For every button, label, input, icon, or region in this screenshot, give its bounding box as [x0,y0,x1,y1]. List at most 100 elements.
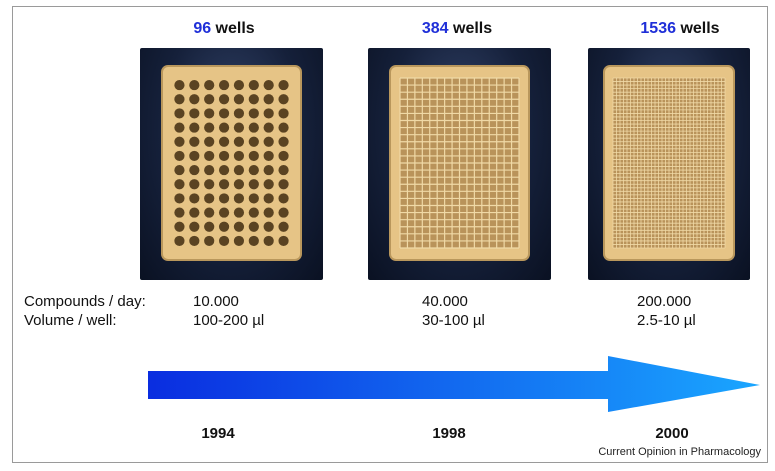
well [174,79,185,91]
plate-1536-values: 200.000 2.5-10 µl [637,292,696,330]
plate-1536-unit: wells [676,20,720,37]
well [204,136,215,147]
plate-96-count: 96 [193,20,212,37]
plate-1536-compounds: 200.000 [637,293,692,310]
compounds-label: Compounds / day: [24,293,146,310]
year-1998: 1998 [432,425,466,442]
well [278,235,289,247]
plate-96-svg [161,65,302,261]
well [189,108,200,119]
figure-frame [12,6,768,463]
well [174,108,185,119]
plate-96-volume: 100-200 µl [193,312,265,329]
well [218,108,230,119]
well [174,136,185,147]
well [233,108,245,119]
plate-1536-title: 1536 wells [580,20,775,38]
well [204,164,215,176]
well [263,122,274,133]
well [218,164,230,176]
well [218,221,230,232]
well [263,193,274,204]
well [248,79,259,91]
volume-label: Volume / well: [24,312,117,329]
well [278,79,289,91]
well [263,221,274,232]
well [263,207,274,218]
well [204,108,215,119]
plate-384-svg [389,65,530,261]
well [174,207,185,218]
well [218,79,230,91]
plate-384-count: 384 [421,20,449,37]
plate-1536-count: 1536 [640,20,676,37]
well [189,122,200,133]
plate-384-compounds: 40.000 [422,293,468,310]
well [278,164,289,176]
timeline-arrow [148,356,760,412]
well [174,94,185,105]
well [263,79,274,91]
well [189,164,200,176]
well [174,179,185,190]
well [204,179,215,190]
well [263,108,274,119]
well [263,150,274,162]
well [233,79,245,91]
well [233,164,245,176]
well [174,164,185,176]
well [189,150,200,162]
well [248,108,259,119]
well [204,150,215,162]
plate-384-image [368,48,551,280]
well [204,79,215,91]
well [248,179,259,190]
well [278,150,289,162]
well [278,221,289,232]
well [174,122,185,133]
well [204,207,215,218]
well [278,193,289,204]
well [174,235,185,247]
well [278,136,289,147]
plate-96-values: 10.000 100-200 µl [193,292,264,330]
well [278,207,289,218]
well [204,235,215,247]
well [248,122,259,133]
plate-96-image [140,48,323,280]
well [204,122,215,133]
well [233,150,245,162]
plate-96-unit: wells [211,20,255,37]
well [204,221,215,232]
plate-96-title: 96 wells [124,20,324,38]
plate-1536-volume: 2.5-10 µl [637,312,696,329]
well [233,221,245,232]
well [263,94,274,105]
well [189,94,200,105]
well [218,94,230,105]
well [233,94,245,105]
well [233,136,245,147]
year-1994: 1994 [201,425,235,442]
well [218,122,230,133]
well [204,193,215,204]
well [233,193,245,204]
well [278,179,289,190]
well [263,235,274,247]
well [248,164,259,176]
well [189,235,200,247]
well [218,150,230,162]
well [204,94,215,105]
well [189,136,200,147]
well [189,79,200,91]
well [218,193,230,204]
well [263,136,274,147]
well [233,207,245,218]
well [174,221,185,232]
well [218,207,230,218]
well [248,235,259,247]
well [248,150,259,162]
well [248,136,259,147]
plate-96-body [161,65,302,261]
well [278,108,289,119]
